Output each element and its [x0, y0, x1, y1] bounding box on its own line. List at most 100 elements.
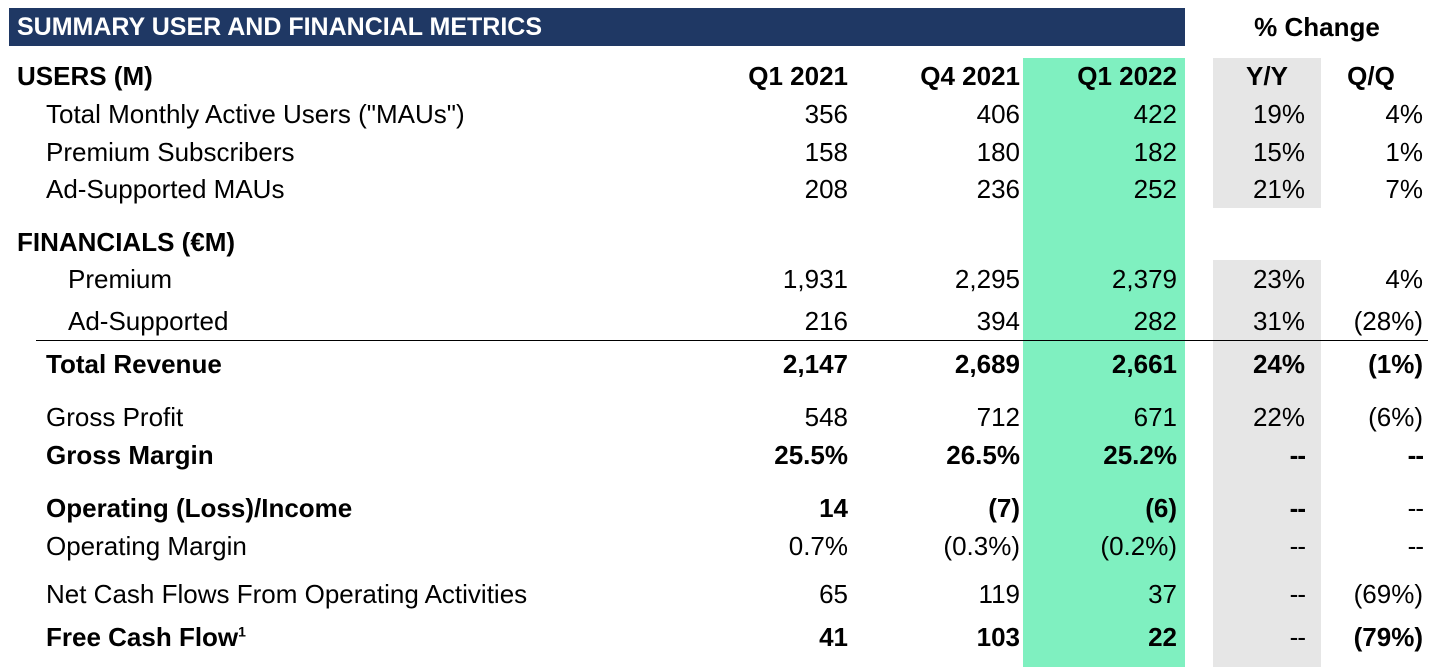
cell-q1-2022: 282	[1133, 306, 1177, 336]
row-label: Free Cash Flow1	[46, 619, 246, 655]
cell-qq: 4%	[1385, 264, 1423, 294]
cell-yy: 19%	[1252, 99, 1305, 129]
cell-q1-2022: 252	[1133, 174, 1177, 204]
cell-q1-2021: 548	[804, 402, 848, 432]
footnote-marker: 1	[238, 623, 246, 640]
cell-q1-2021: 0.7%	[788, 531, 848, 561]
cell-qq: --	[1407, 440, 1424, 470]
cell-q1-2021: 41	[819, 622, 848, 652]
column-header-row: USERS (M) Q1 2021 Q4 2021 Q1 2022 Y/Y Q/…	[0, 58, 1440, 94]
row-label: Operating Margin	[46, 531, 247, 561]
table-row: Free Cash Flow1 41 103 22 -- (79%)	[0, 619, 1440, 655]
cell-q1-2022: 2,661	[1111, 349, 1177, 379]
financials-section-row: FINANCIALS (€M)	[0, 224, 1440, 260]
row-label: Total Revenue	[46, 349, 222, 379]
cell-qq: (69%)	[1353, 579, 1423, 609]
cell-q4-2021: 406	[976, 99, 1020, 129]
cell-q4-2021: 2,295	[954, 264, 1020, 294]
cell-qq: 4%	[1385, 99, 1423, 129]
row-label: Gross Margin	[46, 440, 214, 470]
cell-q1-2021: 2,147	[782, 349, 848, 379]
table-row-total-revenue: Total Revenue 2,147 2,689 2,661 24% (1%)	[0, 346, 1440, 382]
cell-q1-2022: 22	[1148, 622, 1177, 652]
cell-q1-2021: 216	[804, 306, 848, 336]
cell-q4-2021: (0.3%)	[943, 531, 1020, 561]
cell-q4-2021: 119	[978, 579, 1020, 609]
cell-q1-2021: 356	[804, 99, 848, 129]
cell-qq: 1%	[1385, 137, 1423, 167]
title-bar: SUMMARY USER AND FINANCIAL METRICS	[9, 8, 1185, 46]
cell-qq: --	[1407, 531, 1424, 561]
cell-q4-2021: 394	[976, 306, 1020, 336]
cell-yy: --	[1289, 579, 1306, 609]
row-label: Premium	[68, 264, 173, 294]
table-row: Total Monthly Active Users ("MAUs") 356 …	[0, 96, 1440, 132]
cell-q4-2021: 712	[976, 402, 1020, 432]
cell-q1-2021: 14	[819, 493, 848, 523]
table-title: SUMMARY USER AND FINANCIAL METRICS	[17, 13, 543, 41]
pct-change-header: % Change	[1254, 12, 1380, 42]
col-header-yy: Y/Y	[1246, 61, 1288, 91]
row-label: Ad-Supported MAUs	[46, 174, 285, 204]
cell-yy: --	[1289, 622, 1306, 652]
table-row: Gross Profit 548 712 671 22% (6%)	[0, 399, 1440, 435]
cell-q4-2021: 26.5%	[946, 440, 1020, 470]
cell-qq: (6%)	[1368, 402, 1423, 432]
cell-yy: --	[1289, 531, 1306, 561]
table-row: Ad-Supported MAUs 208 236 252 21% 7%	[0, 171, 1440, 207]
cell-yy: 23%	[1252, 264, 1305, 294]
cell-qq: (1%)	[1368, 349, 1423, 379]
cell-q4-2021: 2,689	[954, 349, 1020, 379]
row-label: Premium Subscribers	[46, 137, 295, 167]
cell-q1-2021: 25.5%	[774, 440, 848, 470]
cell-q4-2021: 103	[976, 622, 1020, 652]
cell-yy: 15%	[1252, 137, 1305, 167]
table-row: Ad-Supported 216 394 282 31% (28%)	[0, 303, 1440, 339]
yy-shaded-band-financials	[1213, 260, 1321, 667]
cell-qq: (79%)	[1353, 622, 1423, 652]
cell-q1-2022: (6)	[1145, 493, 1177, 523]
yy-shaded-band-users	[1213, 58, 1321, 208]
cell-q1-2022: 422	[1133, 99, 1177, 129]
table-row: Gross Margin 25.5% 26.5% 25.2% -- --	[0, 437, 1440, 473]
row-label: Total Monthly Active Users ("MAUs")	[46, 99, 465, 129]
cell-yy: --	[1289, 440, 1306, 470]
row-label: Operating (Loss)/Income	[46, 493, 353, 523]
cell-yy: 31%	[1252, 306, 1305, 336]
table-row: Net Cash Flows From Operating Activities…	[0, 576, 1440, 612]
cell-q1-2022: 671	[1133, 402, 1177, 432]
cell-q1-2021: 1,931	[782, 264, 848, 294]
cell-q4-2021: 180	[976, 137, 1020, 167]
cell-yy: 22%	[1252, 402, 1305, 432]
cell-q1-2022: (0.2%)	[1100, 531, 1177, 561]
cell-q1-2022: 2,379	[1111, 264, 1177, 294]
cell-yy: 24%	[1252, 349, 1305, 379]
col-header-q1-2022: Q1 2022	[1077, 61, 1177, 91]
total-divider-line	[36, 340, 1428, 341]
row-label: Ad-Supported	[68, 306, 229, 336]
table-row: Premium Subscribers 158 180 182 15% 1%	[0, 134, 1440, 170]
col-header-qq: Q/Q	[1347, 61, 1395, 91]
cell-qq: 7%	[1385, 174, 1423, 204]
col-header-q4-2021: Q4 2021	[920, 61, 1020, 91]
cell-q1-2021: 158	[804, 137, 848, 167]
table-row: Operating (Loss)/Income 14 (7) (6) -- --	[0, 490, 1440, 526]
cell-q1-2021: 208	[804, 174, 848, 204]
cell-q1-2021: 65	[819, 579, 848, 609]
row-label: Net Cash Flows From Operating Activities	[46, 579, 528, 609]
cell-q1-2022: 182	[1133, 137, 1177, 167]
cell-qq: (28%)	[1353, 306, 1423, 336]
cell-q4-2021: (7)	[988, 493, 1020, 523]
cell-q1-2022: 37	[1148, 579, 1177, 609]
cell-yy: --	[1289, 493, 1306, 523]
users-section-header: USERS (M)	[17, 61, 153, 91]
q1-2022-highlight-band	[1023, 58, 1185, 667]
cell-q4-2021: 236	[976, 174, 1020, 204]
row-label: Gross Profit	[46, 402, 184, 432]
col-header-q1-2021: Q1 2021	[748, 61, 848, 91]
cell-qq: --	[1407, 493, 1424, 523]
row-label-text: Free Cash Flow	[46, 622, 239, 652]
financials-section-header: FINANCIALS (€M)	[17, 227, 236, 257]
table-row: Premium 1,931 2,295 2,379 23% 4%	[0, 261, 1440, 297]
table-row: Operating Margin 0.7% (0.3%) (0.2%) -- -…	[0, 528, 1440, 564]
